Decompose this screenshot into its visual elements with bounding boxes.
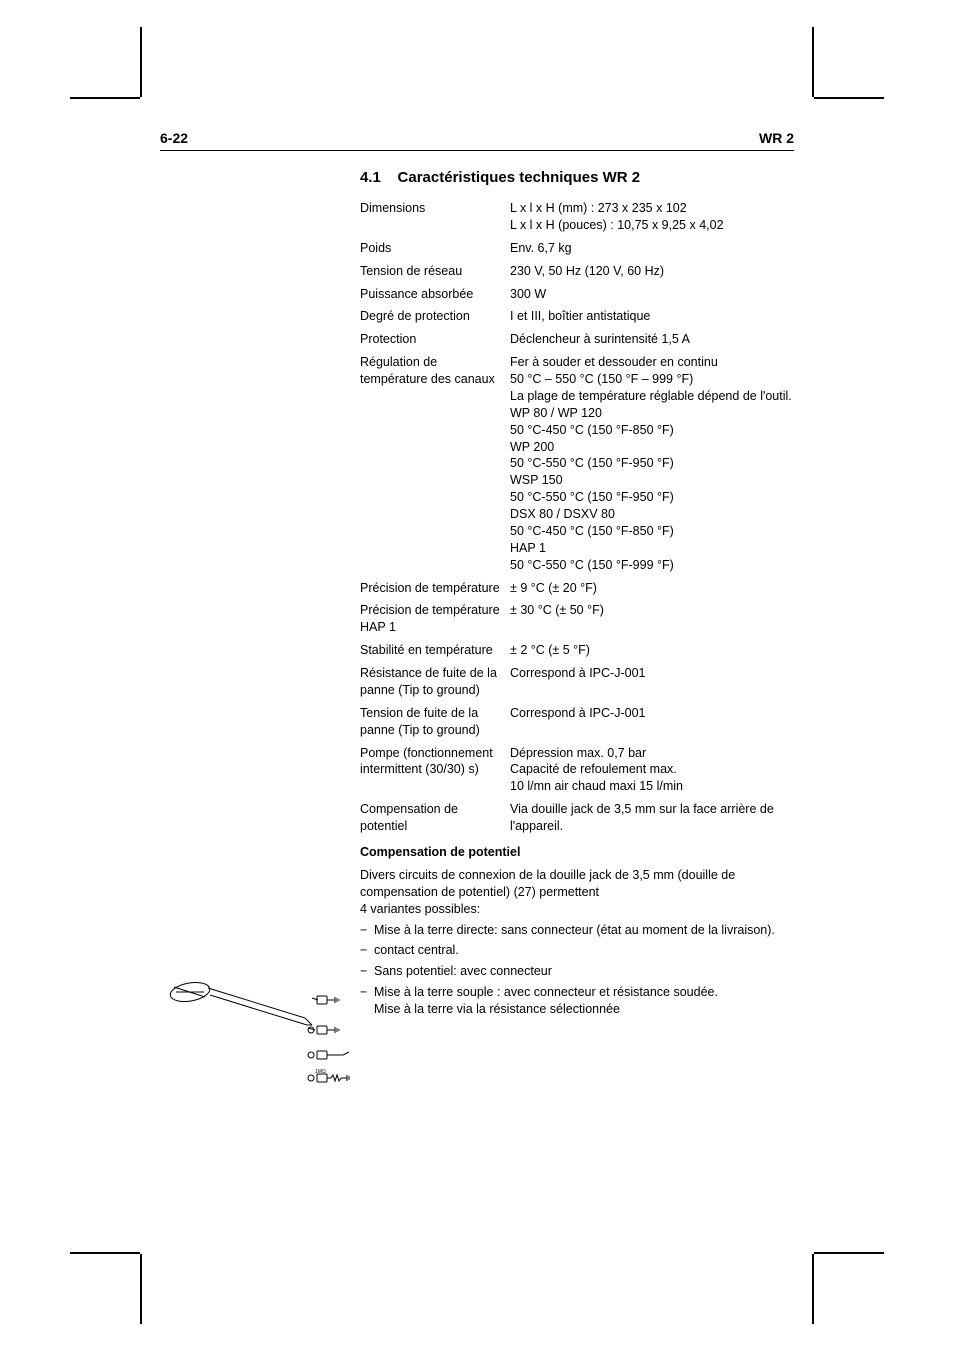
spec-row: Pompe (fonctionnement intermittent (30/3… <box>360 745 794 796</box>
spec-row: Tension de réseau230 V, 50 Hz (120 V, 60… <box>360 263 794 280</box>
spec-row: Compensation de potentielVia douille jac… <box>360 801 794 835</box>
list-text: Sans potentiel: avec connecteur <box>374 963 794 980</box>
spec-label: Stabilité en température <box>360 642 510 659</box>
list-text: contact central. <box>374 942 794 959</box>
spec-label: Poids <box>360 240 510 257</box>
spec-value: Fer à souder et dessouder en continu 50 … <box>510 354 794 573</box>
spec-label: Précision de température HAP 1 <box>360 602 510 636</box>
spec-label: Degré de protection <box>360 308 510 325</box>
crop-mark <box>812 1254 814 1324</box>
main-content: 4.1 Caractéristiques techniques WR 2 Dim… <box>360 169 794 1018</box>
grounding-illustration: 1MΩ <box>160 970 350 1090</box>
spec-value: Env. 6,7 kg <box>510 240 794 257</box>
spec-label: Compensation de potentiel <box>360 801 510 835</box>
spec-label: Tension de fuite de la panne (Tip to gro… <box>360 705 510 739</box>
spec-row: PoidsEnv. 6,7 kg <box>360 240 794 257</box>
page-number: 6-22 <box>160 130 188 146</box>
spec-value: Correspond à IPC-J-001 <box>510 665 794 682</box>
list-text: Mise à la terre directe: sans connecteur… <box>374 922 794 939</box>
spec-value: Dépression max. 0,7 bar Capacité de refo… <box>510 745 794 796</box>
spec-row: Degré de protectionI et III, boîtier ant… <box>360 308 794 325</box>
crop-mark <box>812 27 814 97</box>
spec-value: ± 30 °C (± 50 °F) <box>510 602 794 619</box>
spec-value: Correspond à IPC-J-001 <box>510 705 794 722</box>
spec-row: Puissance absorbée300 W <box>360 286 794 303</box>
list-bullet: − <box>360 984 374 1018</box>
list-item: −Sans potentiel: avec connecteur <box>360 963 794 980</box>
crop-mark <box>140 27 142 97</box>
crop-mark <box>814 97 884 99</box>
spec-label: Résistance de fuite de la panne (Tip to … <box>360 665 510 699</box>
list-item: −contact central. <box>360 942 794 959</box>
spec-label: Dimensions <box>360 200 510 217</box>
spec-value: ± 2 °C (± 5 °F) <box>510 642 794 659</box>
list-item: −Mise à la terre souple : avec connecteu… <box>360 984 794 1018</box>
spec-label: Pompe (fonctionnement intermittent (30/3… <box>360 745 510 779</box>
spec-row: Régulation de température des canauxFer … <box>360 354 794 573</box>
page-header: 6-22 WR 2 <box>160 130 794 151</box>
spec-value: I et III, boîtier antistatique <box>510 308 794 325</box>
spec-value: 300 W <box>510 286 794 303</box>
list-bullet: − <box>360 963 374 980</box>
spec-label: Protection <box>360 331 510 348</box>
crop-mark <box>70 97 140 99</box>
list-text: Mise à la terre souple : avec connecteur… <box>374 984 794 1018</box>
spec-row: Précision de température HAP 1± 30 °C (±… <box>360 602 794 636</box>
spec-value: Déclencheur à surintensité 1,5 A <box>510 331 794 348</box>
spec-label: Précision de température <box>360 580 510 597</box>
spec-row: DimensionsL x l x H (mm) : 273 x 235 x 1… <box>360 200 794 234</box>
spec-row: Précision de température± 9 °C (± 20 °F) <box>360 580 794 597</box>
spec-value: Via douille jack de 3,5 mm sur la face a… <box>510 801 794 835</box>
spec-label: Régulation de température des canaux <box>360 354 510 388</box>
subsection-intro: Divers circuits de connexion de la douil… <box>360 867 794 918</box>
subsection-title: Compensation de potentiel <box>360 845 794 859</box>
page-content: 6-22 WR 2 4.1 Caractéristiques technique… <box>160 130 794 1022</box>
spec-row: Tension de fuite de la panne (Tip to gro… <box>360 705 794 739</box>
crop-mark <box>140 1254 142 1324</box>
spec-value: L x l x H (mm) : 273 x 235 x 102 L x l x… <box>510 200 794 234</box>
list-item: −Mise à la terre directe: sans connecteu… <box>360 922 794 939</box>
svg-text:1MΩ: 1MΩ <box>315 1069 326 1075</box>
spec-value: 230 V, 50 Hz (120 V, 60 Hz) <box>510 263 794 280</box>
crop-mark <box>70 1252 140 1254</box>
section-title: 4.1 Caractéristiques techniques WR 2 <box>360 169 794 186</box>
crop-mark <box>814 1252 884 1254</box>
model-label: WR 2 <box>759 130 794 146</box>
spec-label: Tension de réseau <box>360 263 510 280</box>
spec-row: Résistance de fuite de la panne (Tip to … <box>360 665 794 699</box>
spec-row: Stabilité en température± 2 °C (± 5 °F) <box>360 642 794 659</box>
spec-row: ProtectionDéclencheur à surintensité 1,5… <box>360 331 794 348</box>
section-heading: Caractéristiques techniques WR 2 <box>398 169 641 186</box>
spec-table: DimensionsL x l x H (mm) : 273 x 235 x 1… <box>360 200 794 835</box>
variant-list: −Mise à la terre directe: sans connecteu… <box>360 922 794 1018</box>
list-bullet: − <box>360 942 374 959</box>
spec-label: Puissance absorbée <box>360 286 510 303</box>
section-number: 4.1 <box>360 169 381 186</box>
list-bullet: − <box>360 922 374 939</box>
spec-value: ± 9 °C (± 20 °F) <box>510 580 794 597</box>
